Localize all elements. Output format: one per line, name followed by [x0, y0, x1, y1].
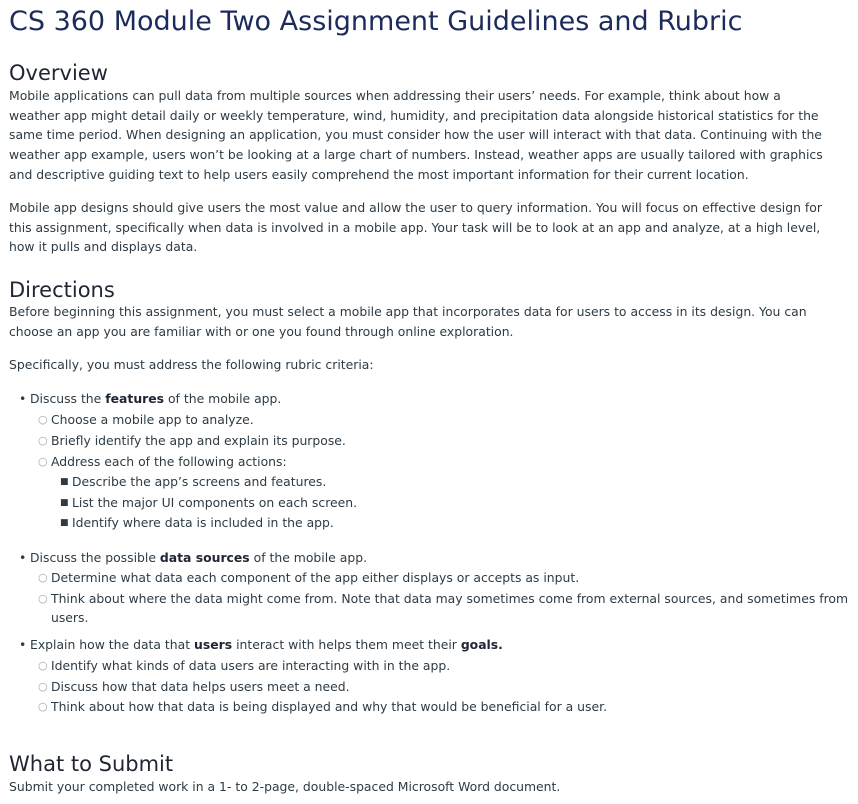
sub-item: Discuss how that data helps users meet a…: [51, 679, 350, 694]
sub-item: Think about where the data might come fr…: [51, 591, 849, 606]
sub-item: Address each of the following actions:: [51, 454, 287, 469]
sub-item: Think about how that data is being displ…: [51, 699, 608, 714]
sub-item: Briefly identify the app and explain its…: [51, 433, 346, 448]
bullet-circle: ○: [38, 700, 48, 713]
bullet-disc: •: [19, 391, 27, 406]
criterion-keyword: users: [194, 637, 233, 652]
sub-sub-item: Describe the app’s screens and features.: [72, 474, 327, 489]
bullet-disc: •: [19, 550, 27, 565]
overview-paragraph-2: Mobile app designs should give users the…: [9, 200, 822, 255]
criterion-features: Discuss the features of the mobile app.: [30, 389, 281, 409]
criterion-text: of the mobile app.: [164, 391, 282, 406]
overview-paragraph-1: Mobile applications can pull data from m…: [9, 88, 823, 182]
page-title: CS 360 Module Two Assignment Guidelines …: [9, 6, 743, 37]
sub-sub-item: Identify where data is included in the a…: [72, 515, 334, 530]
criterion-text: Explain how the data that: [30, 637, 195, 652]
bullet-circle: ○: [38, 434, 48, 447]
criterion-text: interact with helps them meet their: [232, 637, 461, 652]
criterion-data-sources: Discuss the possible data sources of the…: [30, 548, 367, 568]
overview-heading: Overview: [9, 61, 108, 85]
sub-sub-item: List the major UI components on each scr…: [72, 495, 358, 510]
bullet-circle: ○: [38, 571, 48, 584]
bullet-circle: ○: [38, 592, 48, 605]
directions-paragraph-2: Specifically, you must address the follo…: [9, 357, 374, 372]
bullet-circle: ○: [38, 659, 48, 672]
bullet-square: ■: [60, 518, 69, 528]
submit-paragraph: Submit your completed work in a 1- to 2-…: [9, 779, 561, 794]
sub-item: Choose a mobile app to analyze.: [51, 412, 254, 427]
criterion-text: Discuss the: [30, 391, 106, 406]
criterion-keyword: data sources: [159, 550, 250, 565]
bullet-disc: •: [19, 637, 27, 652]
directions-paragraph-1: Before beginning this assignment, you mu…: [9, 304, 807, 339]
bullet-circle: ○: [38, 680, 48, 693]
bullet-square: ■: [60, 477, 69, 487]
sub-item-continued: users.: [51, 610, 89, 625]
criterion-keyword: goals.: [460, 637, 503, 652]
criterion-keyword: features: [105, 391, 165, 406]
criterion-text: of the mobile app.: [249, 550, 368, 565]
sub-item: Identify what kinds of data users are in…: [51, 658, 451, 673]
directions-heading: Directions: [9, 278, 115, 302]
submit-heading: What to Submit: [9, 752, 174, 776]
sub-item: Determine what data each component of th…: [51, 570, 580, 585]
criterion-text: Discuss the possible: [30, 550, 160, 565]
bullet-circle: ○: [38, 455, 48, 468]
bullet-circle: ○: [38, 413, 48, 426]
bullet-square: ■: [60, 498, 69, 508]
criterion-user-goals: Explain how the data that users interact…: [30, 635, 503, 655]
